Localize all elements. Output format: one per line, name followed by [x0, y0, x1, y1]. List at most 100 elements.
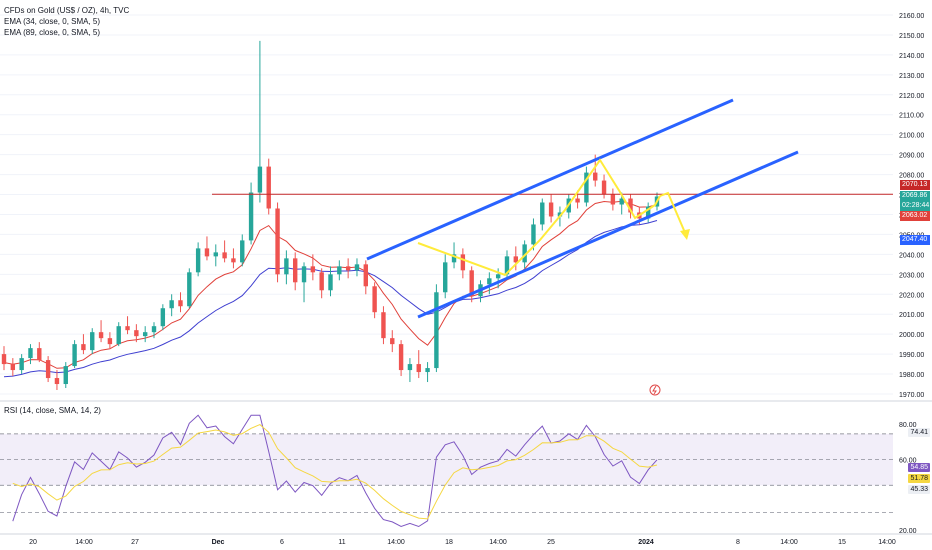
lightning-icon[interactable]: [649, 384, 661, 396]
candle-body: [443, 262, 448, 293]
candle-body: [390, 338, 395, 345]
price-pane[interactable]: [0, 0, 893, 398]
candle-body: [363, 264, 368, 287]
time-tick-label: 20: [29, 539, 37, 546]
channel-lower-line[interactable]: [417, 150, 799, 319]
candle-body: [548, 202, 554, 217]
time-tick-label: 27: [131, 539, 139, 546]
candle-body: [416, 364, 421, 373]
rsi-tick-label: 60.00: [899, 457, 917, 464]
candle-body: [204, 248, 210, 257]
candle-body: [407, 364, 413, 371]
candle-body: [54, 378, 60, 385]
candle-body: [645, 206, 651, 219]
candle-body: [619, 198, 624, 205]
ema34-legend: EMA (34, close, 0, SMA, 5): [4, 17, 101, 26]
candle-body: [487, 278, 492, 285]
candle-body: [81, 344, 86, 351]
candle-body: [222, 252, 227, 259]
price-tick-label: 2120.00: [899, 93, 924, 100]
candle-body: [345, 266, 351, 271]
candle-body: [231, 258, 236, 263]
candle-body: [45, 360, 51, 379]
rsi-ma-line: [12, 424, 658, 520]
candle-body: [125, 326, 130, 331]
candle-body: [451, 254, 457, 263]
candle-body: [593, 172, 598, 181]
ema89-price-tag: 2047.40: [900, 235, 930, 245]
price-tick-label: 2150.00: [899, 33, 924, 40]
candle-body: [284, 258, 289, 275]
candle-body: [575, 198, 580, 203]
rsi-tick-label: 20.00: [899, 528, 917, 535]
candle-body: [266, 166, 271, 209]
price-tick-label: 2040.00: [899, 252, 924, 259]
time-tick-label: 14:00: [489, 539, 507, 546]
time-tick-label: 8: [736, 539, 740, 546]
candle-body: [372, 286, 377, 313]
candle-body: [434, 292, 439, 369]
time-axis[interactable]: 20 14:00 27 Dec 6 11 14:00 18 14:00 25 2024 8 14:00 1…: [0, 533, 932, 550]
candle-body: [504, 256, 510, 275]
candle-body: [354, 264, 360, 271]
time-tick-label: 6: [280, 539, 284, 546]
candle-body: [425, 368, 430, 373]
candle-body: [1, 354, 7, 365]
candle-body: [37, 348, 42, 361]
candle-body: [275, 208, 280, 275]
candle-body: [240, 240, 245, 263]
countdown-tag: 02:28:44: [900, 201, 930, 211]
candle-body: [72, 344, 77, 367]
candle-body: [19, 358, 24, 371]
price-tick-label: 2030.00: [899, 272, 924, 279]
candle-body: [134, 330, 139, 337]
time-axis-bg: [0, 534, 932, 550]
candle-body: [469, 270, 474, 297]
time-tick-label: Dec: [212, 539, 225, 546]
time-tick-label: 14:00: [75, 539, 93, 546]
candle-body: [98, 332, 104, 339]
time-tick-label: 2024: [638, 539, 654, 546]
price-tick-label: 2100.00: [899, 133, 924, 140]
price-tick-label: 1980.00: [899, 372, 924, 379]
candle-body: [28, 348, 33, 359]
time-tick-label: 18: [445, 539, 453, 546]
forecast-arrow[interactable]: [659, 191, 687, 236]
rsi-lower-tag: 45.33: [908, 485, 930, 494]
candle-body: [531, 224, 536, 245]
time-tick-label: 14:00: [780, 539, 798, 546]
candle-body: [460, 254, 466, 271]
rsi-pane[interactable]: 80.00 60.00 20.00: [0, 402, 932, 535]
ema34-price-tag: 2063.02: [900, 211, 930, 221]
candle-body: [328, 274, 333, 291]
candle-body: [398, 344, 404, 371]
candle-body: [513, 256, 519, 263]
time-tick-label: 15: [838, 539, 846, 546]
candle-body: [213, 252, 218, 257]
rsi-line: [12, 414, 658, 528]
price-tick-label: 2130.00: [899, 73, 924, 80]
channel-upper-line[interactable]: [366, 98, 734, 261]
price-tick-label: 2010.00: [899, 312, 924, 319]
chart-title: CFDs on Gold (US$ / OZ), 4h, TVC: [4, 6, 130, 15]
candle-body: [301, 266, 307, 283]
price-tick-label: 2160.00: [899, 13, 924, 20]
price-tick-label: 1970.00: [899, 392, 924, 399]
price-tick-label: 2080.00: [899, 173, 924, 180]
candle-body: [310, 266, 316, 273]
rsi-value-tag: 54.85: [908, 463, 930, 472]
candle-body: [584, 172, 589, 203]
candle-body: [10, 364, 16, 371]
rsi-tick-label: 80.00: [899, 422, 917, 429]
candle-body: [142, 332, 148, 337]
candle-body: [116, 326, 121, 345]
time-tick-label: 11: [338, 539, 345, 546]
candle-body: [248, 192, 254, 241]
zigzag-pattern[interactable]: [417, 158, 661, 277]
price-tick-label: 2140.00: [899, 53, 924, 60]
price-tick-label: 2090.00: [899, 153, 924, 160]
price-tick-label: 2110.00: [899, 113, 924, 120]
price-tick-label: 2020.00: [899, 292, 924, 299]
resistance-price-tag: 2070.13: [900, 180, 930, 190]
